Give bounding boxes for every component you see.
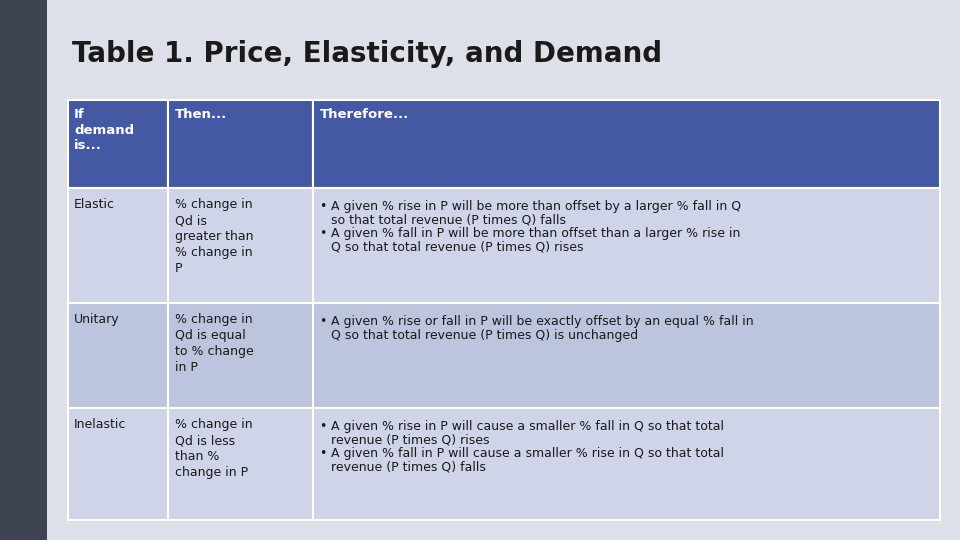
- Text: A given % rise in P will cause a smaller % fall in Q so that total: A given % rise in P will cause a smaller…: [331, 420, 724, 433]
- Text: •: •: [319, 447, 326, 460]
- Text: revenue (P times Q) falls: revenue (P times Q) falls: [331, 461, 486, 474]
- Text: % change in
Qd is
greater than
% change in
P: % change in Qd is greater than % change …: [175, 198, 253, 275]
- Text: Q so that total revenue (P times Q) rises: Q so that total revenue (P times Q) rise…: [331, 240, 584, 253]
- Text: Inelastic: Inelastic: [74, 418, 127, 431]
- Text: A given % fall in P will be more than offset than a larger % rise in: A given % fall in P will be more than of…: [331, 227, 740, 240]
- Text: •: •: [319, 420, 326, 433]
- Text: Then...: Then...: [175, 108, 228, 121]
- Text: Elastic: Elastic: [74, 198, 115, 211]
- Text: % change in
Qd is equal
to % change
in P: % change in Qd is equal to % change in P: [175, 313, 253, 374]
- Text: Unitary: Unitary: [74, 313, 120, 326]
- Bar: [313, 188, 940, 303]
- Text: A given % rise or fall in P will be exactly offset by an equal % fall in: A given % rise or fall in P will be exac…: [331, 315, 754, 328]
- Bar: [0, 0, 47, 540]
- Text: % change in
Qd is less
than %
change in P: % change in Qd is less than % change in …: [175, 418, 252, 479]
- Bar: [168, 303, 313, 408]
- Text: •: •: [319, 315, 326, 328]
- Text: Therefore...: Therefore...: [320, 108, 409, 121]
- Text: •: •: [319, 200, 326, 213]
- Text: revenue (P times Q) rises: revenue (P times Q) rises: [331, 434, 490, 447]
- Bar: [68, 100, 168, 188]
- Bar: [68, 408, 168, 520]
- Text: so that total revenue (P times Q) falls: so that total revenue (P times Q) falls: [331, 213, 566, 226]
- Bar: [313, 100, 940, 188]
- Bar: [168, 408, 313, 520]
- Bar: [168, 100, 313, 188]
- Text: A given % fall in P will cause a smaller % rise in Q so that total: A given % fall in P will cause a smaller…: [331, 447, 724, 460]
- Bar: [313, 408, 940, 520]
- Text: Q so that total revenue (P times Q) is unchanged: Q so that total revenue (P times Q) is u…: [331, 328, 638, 341]
- Text: •: •: [319, 227, 326, 240]
- Bar: [68, 303, 168, 408]
- Text: Table 1. Price, Elasticity, and Demand: Table 1. Price, Elasticity, and Demand: [72, 40, 662, 68]
- Text: A given % rise in P will be more than offset by a larger % fall in Q: A given % rise in P will be more than of…: [331, 200, 741, 213]
- Bar: [68, 188, 168, 303]
- Text: If
demand
is...: If demand is...: [74, 108, 134, 152]
- Bar: [168, 188, 313, 303]
- Bar: [313, 303, 940, 408]
